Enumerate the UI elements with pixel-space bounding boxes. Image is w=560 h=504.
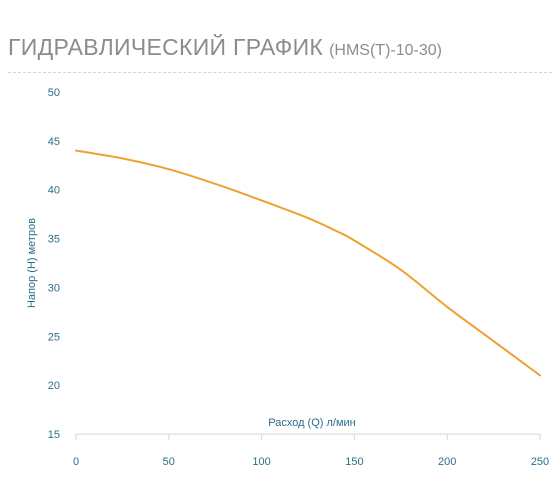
x-tick-label: 250 xyxy=(531,456,549,468)
y-tick-label: 15 xyxy=(48,429,60,441)
y-tick-label: 30 xyxy=(48,282,60,294)
x-axis-label: Расход (Q) л/мин xyxy=(268,417,356,429)
x-tick-label: 50 xyxy=(163,456,175,468)
y-axis-ticks: 15 20 25 30 35 40 45 50 xyxy=(48,87,60,441)
x-tick-label: 200 xyxy=(438,456,456,468)
y-tick-label: 40 xyxy=(48,185,60,197)
x-tick-label: 150 xyxy=(345,456,363,468)
y-tick-label: 20 xyxy=(48,380,60,392)
y-tick-label: 45 xyxy=(48,136,60,148)
title-divider xyxy=(8,72,552,73)
chart-title-main: ГИДРАВЛИЧЕСКИЙ ГРАФИК xyxy=(8,34,324,60)
y-tick-label: 35 xyxy=(48,234,60,246)
chart-title: ГИДРАВЛИЧЕСКИЙ ГРАФИК (HMS(T)-10-30) xyxy=(8,34,442,61)
x-axis-ticks: 0 50 100 150 200 250 xyxy=(73,434,549,468)
y-axis-label: Напор (H) метров xyxy=(26,218,38,308)
y-tick-label: 50 xyxy=(48,87,60,99)
x-tick-label: 0 xyxy=(73,456,79,468)
series-line xyxy=(75,149,541,377)
x-tick-label: 100 xyxy=(252,456,270,468)
y-tick-label: 25 xyxy=(48,331,60,343)
chart-title-model: (HMS(T)-10-30) xyxy=(329,42,442,59)
